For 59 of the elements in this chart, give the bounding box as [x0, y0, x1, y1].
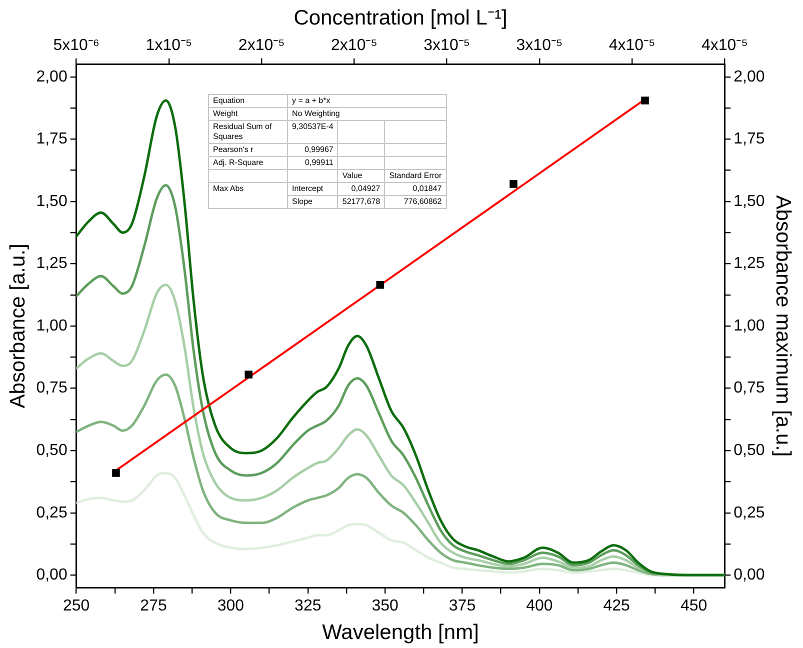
y2-tick-label: 0,50	[734, 442, 765, 459]
x2-tick-label: 2x10⁻⁵	[331, 37, 378, 54]
x2-tick-label: 3x10⁻⁵	[424, 37, 470, 54]
x2-tick-label: 2x10⁻⁵	[238, 37, 285, 54]
x2-tick-label: 4x10⁻⁵	[608, 37, 656, 54]
x-tick-label: 375	[448, 598, 476, 615]
annotation: Adj. R-Square	[208, 156, 288, 170]
annotation: 0,01847	[384, 182, 446, 196]
annotation: Pearson's r	[208, 144, 288, 156]
annotation: Slope	[288, 196, 338, 208]
annotation: 0,99967	[288, 144, 338, 156]
x2-tick-label: 3x10⁻⁵	[516, 37, 563, 54]
y-tick-label: 1,00	[36, 317, 68, 334]
y-axis-title: Absorbance [a.u.]	[6, 244, 30, 408]
y-tick-label: 0,50	[36, 442, 68, 459]
annotation: 0,04927	[338, 182, 385, 196]
annotation: No Weighting	[288, 108, 446, 120]
y2-tick-label: 1,75	[734, 130, 765, 148]
annotation: 52177,678	[338, 196, 385, 208]
x-tick-label: 250	[62, 598, 90, 615]
y2-tick-label: 1,50	[734, 192, 765, 210]
y2-tick-label: 2,00	[734, 68, 765, 86]
y2-axis-title: Absorbance maximum [a.u.]	[772, 195, 795, 457]
annotation: 0,99911	[288, 156, 338, 170]
annotation: Max Abs	[208, 182, 288, 208]
annotation: Intercept	[288, 182, 338, 196]
y-tick-label: 1,75	[36, 130, 68, 148]
annotation: Value	[338, 170, 385, 182]
annotation: Equation	[208, 94, 288, 108]
y-tick-label: 0,75	[36, 380, 68, 397]
y2-tick-label: 0,25	[734, 504, 765, 522]
y-tick-label: 1,50	[36, 192, 68, 210]
x-tick-label: 350	[372, 598, 399, 615]
y2-tick-label: 1,00	[734, 317, 765, 334]
y-tick-label: 0,25	[36, 504, 68, 522]
x-tick-label: 275	[140, 598, 167, 615]
x-tick-label: 400	[526, 598, 553, 615]
annotation: 776,60862	[384, 196, 446, 208]
y-tick-label: 1,25	[36, 255, 68, 272]
y2-tick-label: 0,75	[734, 380, 765, 397]
y-tick-label: 2,00	[36, 68, 68, 86]
x-tick-label: 450	[680, 598, 708, 615]
annotation: y = a + b*x	[288, 94, 446, 108]
x-tick-label: 325	[294, 598, 322, 615]
x-axis-title: Wavelength [nm]	[322, 621, 479, 644]
line-series	[76, 99, 725, 576]
x2-tick-label: 4x10⁻⁵	[701, 37, 748, 54]
x-tick-label: 425	[603, 598, 630, 615]
x2-tick-label: 1x10⁻⁵	[146, 37, 192, 54]
x2-tick-label: 5x10⁻⁶	[53, 37, 100, 54]
x-tick-label: 300	[217, 598, 244, 615]
annotation: Residual Sum of Squares	[208, 120, 288, 144]
y-tick-label: 0,00	[36, 566, 68, 584]
annotation: 9,30537E-4	[288, 120, 338, 144]
annotation: Standard Error	[384, 170, 446, 182]
y2-tick-label: 0,00	[734, 566, 765, 584]
x2-axis-title: Concentration [mol L⁻¹]	[294, 6, 508, 30]
y2-tick-label: 1,25	[734, 255, 765, 272]
annotation: Weight	[208, 108, 288, 120]
